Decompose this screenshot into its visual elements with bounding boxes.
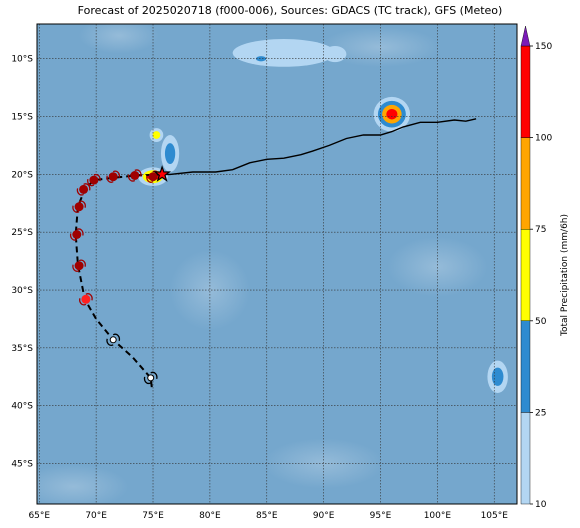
cloud-patch: [78, 24, 159, 54]
lon-tick-label: 70°E: [85, 511, 107, 521]
cyclone-symbol: [106, 170, 121, 183]
colorbar-tick-label: 75: [535, 225, 546, 235]
colorbar-extend-arrow: [520, 25, 531, 47]
colorbar-tick-label: 100: [535, 134, 552, 144]
lat-tick-label: 10°S: [11, 55, 33, 65]
cyclone-symbol: [87, 173, 101, 187]
lat-tick-label: 45°S: [11, 460, 33, 470]
colorbar-segment: [520, 228, 531, 321]
lon-tick-label: 100°E: [424, 511, 452, 521]
cyclone-symbol: [143, 371, 158, 385]
cyclone-symbol: [106, 333, 121, 346]
lon-tick-label: 90°E: [313, 511, 335, 521]
precip-contour: [491, 367, 504, 386]
lat-tick-label: 35°S: [11, 344, 33, 354]
cyclone-symbol: [76, 183, 91, 196]
cyclone-symbol: [69, 228, 84, 241]
lon-tick-label: 105°E: [481, 511, 509, 521]
colorbar-segment: [520, 412, 531, 505]
lat-tick-label: 30°S: [11, 286, 33, 296]
lat-tick-label: 20°S: [11, 170, 33, 180]
cloud-patch: [320, 27, 441, 68]
map-frame: [36, 23, 518, 505]
cloud-patch: [387, 236, 488, 297]
cyclone-symbol: [79, 293, 93, 306]
cloud-patch: [37, 464, 129, 504]
map-title: Forecast of 2025020718 (f000-006), Sourc…: [77, 4, 503, 17]
lat-tick-label: 25°S: [11, 228, 33, 238]
longitude-tick-labels: 65°E 70°E 75°E 80°E 85°E 90°E 95°E 100°E 105°E: [28, 511, 508, 521]
lat-tick-label: 40°S: [11, 402, 33, 412]
latitude-tick-labels: 10°S 15°S 20°S 25°S 30°S 35°S 40°S 45°S: [11, 55, 33, 470]
tc-track-points: [69, 165, 172, 385]
cyclone-symbol: [127, 169, 142, 182]
precip-contour: [232, 39, 336, 67]
lon-tick-label: 65°E: [28, 511, 50, 521]
cloud-patch: [263, 438, 384, 489]
colorbar-tick-label: 150: [535, 42, 552, 52]
lon-tick-label: 75°E: [142, 511, 164, 521]
current-position-star: [153, 165, 172, 182]
cyclone-symbol: [72, 259, 86, 272]
lat-tick-label: 15°S: [11, 113, 33, 123]
precip-contour: [164, 143, 176, 165]
lon-tick-label: 95°E: [370, 511, 392, 521]
colorbar-title: Total Precipitation (mm/6h): [560, 214, 570, 337]
colorbar-segment: [520, 137, 531, 230]
lon-tick-label: 85°E: [256, 511, 278, 521]
cloud-patch: [169, 250, 250, 331]
cyclone-symbol: [72, 200, 86, 213]
colorbar-segment: [520, 45, 531, 138]
precipitation-colorbar: 10 25 50 75 100 150 Total Precipitation (mm/6h…: [520, 25, 570, 510]
lat-lon-grid: [37, 24, 517, 504]
precip-contour: [152, 131, 161, 139]
precip-contour: [255, 56, 267, 62]
lon-tick-label: 80°E: [199, 511, 221, 521]
precip-contour: [386, 108, 398, 120]
colorbar-tick-label: 10: [535, 500, 547, 510]
precip-contour: [323, 45, 347, 63]
colorbar-tick-label: 25: [535, 408, 546, 418]
cloud-cover: [37, 24, 488, 504]
past-track-line: [162, 118, 477, 176]
colorbar-tick-label: 50: [535, 317, 547, 327]
colorbar-segment: [520, 320, 531, 413]
